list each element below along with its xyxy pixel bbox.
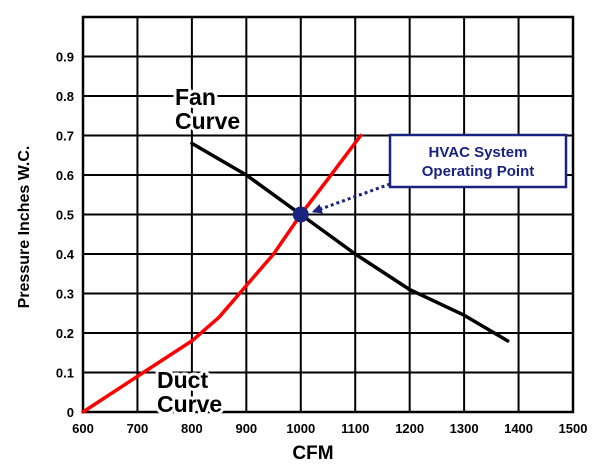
x-tick-label: 1500 (559, 421, 588, 436)
series-label-line: Duct (157, 367, 208, 393)
x-tick-label: 1000 (286, 421, 315, 436)
y-tick-label: 0.7 (56, 129, 74, 144)
y-axis-title: Pressure Inches W.C. (16, 146, 33, 309)
x-tick-label: 1100 (341, 421, 369, 436)
y-tick-label: 0.2 (56, 326, 74, 341)
y-tick-label: 0.4 (56, 247, 75, 262)
x-tick-label: 1200 (395, 421, 424, 436)
y-tick-label: 0.6 (56, 168, 74, 183)
duct-curve-line (81, 133, 363, 414)
tick-labels: 600 700 800 900 1000 1100 1200 1300 1400 1500 0 0.1… (56, 50, 588, 437)
x-tick-label: 800 (181, 421, 203, 436)
x-tick-label: 1400 (504, 421, 533, 436)
y-tick-label: 0.5 (56, 208, 74, 223)
callout-text-line: HVAC System (429, 144, 528, 161)
callout-text-line: Operating Point (422, 163, 535, 180)
x-axis-title: CFM (292, 443, 333, 464)
y-tick-label: 0.9 (56, 50, 74, 65)
fan-curve-line (190, 141, 510, 343)
series-label-line: Curve (175, 108, 240, 134)
x-tick-label: 700 (127, 421, 149, 436)
callout-box (388, 133, 568, 189)
y-tick-label: 0.3 (56, 287, 74, 302)
y-tick-label: 0.8 (56, 89, 74, 104)
x-tick-label: 900 (235, 421, 257, 436)
y-tick-label: 0 (67, 405, 74, 420)
y-tick-label: 0.1 (56, 366, 74, 381)
operating-point-marker (292, 206, 309, 223)
callout-arrow (311, 182, 391, 214)
grid (81, 15, 575, 414)
x-tick-label: 1300 (450, 421, 479, 436)
series-label-line: Fan (175, 84, 216, 110)
series-label-line: Curve (157, 391, 222, 417)
x-tick-label: 600 (72, 421, 94, 436)
annotations: HVAC System Operating Point (292, 133, 568, 223)
